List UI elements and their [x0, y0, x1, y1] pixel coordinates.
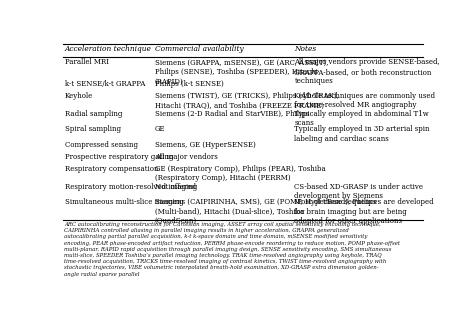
Text: Radial sampling: Radial sampling — [65, 110, 122, 118]
Text: Keyhole: Keyhole — [65, 92, 93, 100]
Text: Not offered: Not offered — [155, 183, 196, 191]
Text: Simultaneous multi-slice imaging: Simultaneous multi-slice imaging — [65, 198, 183, 206]
Text: Siemens (CAIPIRINHA, SMS), GE (POMP, HyperBand), Philips
(Multi-band), Hitachi (: Siemens (CAIPIRINHA, SMS), GE (POMP, Hyp… — [155, 198, 376, 225]
Text: GE (Respiratory Comp), Philips (PEAR), Toshiba
(Respiratory Comp), Hitachi (PERR: GE (Respiratory Comp), Philips (PEAR), T… — [155, 165, 326, 182]
Text: Typically employed in abdominal T1w
scans: Typically employed in abdominal T1w scan… — [294, 110, 429, 127]
Text: GE: GE — [155, 125, 165, 133]
Text: Siemens (GRAPPA, mSENSE), GE (ARC, ASSET),
Philips (SENSE), Toshiba (SPEEDER), H: Siemens (GRAPPA, mSENSE), GE (ARC, ASSET… — [155, 59, 328, 86]
Text: k-t SENSE/k-t GRAPPA: k-t SENSE/k-t GRAPPA — [65, 80, 145, 88]
Text: Acceleration technique: Acceleration technique — [65, 45, 152, 53]
Text: Most of these sequences are developed
for brain imaging but are being
adapted fo: Most of these sequences are developed fo… — [294, 198, 434, 225]
Text: Spiral sampling: Spiral sampling — [65, 125, 121, 133]
Text: Typically employed in 3D arterial spin
labeling and cardiac scans: Typically employed in 3D arterial spin l… — [294, 125, 430, 143]
Text: Commercial availability: Commercial availability — [155, 45, 243, 53]
Text: Siemens, GE (HyperSENSE): Siemens, GE (HyperSENSE) — [155, 141, 255, 149]
Text: Respiratory compensation: Respiratory compensation — [65, 165, 158, 173]
Text: All major vendors: All major vendors — [155, 153, 218, 161]
Text: CS-based XD-GRASP is under active
development by Siemens: CS-based XD-GRASP is under active develo… — [294, 183, 423, 200]
Text: Parallel MRI: Parallel MRI — [65, 59, 109, 66]
Text: Philips (k-t SENSE): Philips (k-t SENSE) — [155, 80, 224, 88]
Text: All major vendors provide SENSE-based,
GRAPPA-based, or both reconstruction
tech: All major vendors provide SENSE-based, G… — [294, 59, 440, 86]
Text: Respiratory motion-resolved imaging: Respiratory motion-resolved imaging — [65, 183, 197, 191]
Text: Prospective respiratory gating: Prospective respiratory gating — [65, 153, 173, 161]
Text: Keyhole techniques are commonly used
for time-resolved MR angiography: Keyhole techniques are commonly used for… — [294, 92, 435, 109]
Text: ARC autocalibrating reconstruction for Cartesian imaging, ASSET array coil spati: ARC autocalibrating reconstruction for C… — [64, 222, 400, 277]
Text: Siemens (2-D Radial and StarVIBE), Philips: Siemens (2-D Radial and StarVIBE), Phili… — [155, 110, 309, 118]
Text: Compressed sensing: Compressed sensing — [65, 141, 138, 149]
Text: Siemens (TWIST), GE (TRICKS), Philips (4D-TRAK),
Hitachi (TRAQ), and Toshiba (FR: Siemens (TWIST), GE (TRICKS), Philips (4… — [155, 92, 338, 109]
Text: Notes: Notes — [294, 45, 317, 53]
